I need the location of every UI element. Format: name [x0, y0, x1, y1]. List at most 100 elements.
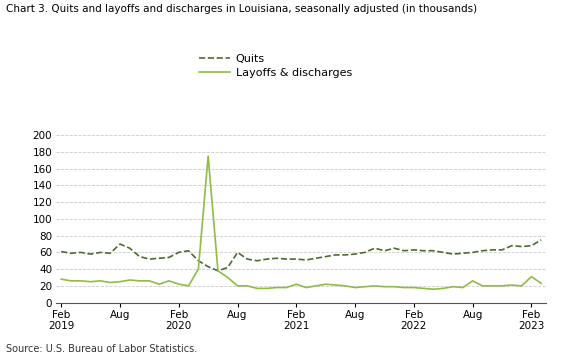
Layoffs & discharges	[470, 279, 476, 283]
Quits	[499, 248, 506, 252]
Quits	[293, 257, 300, 261]
Layoffs & discharges	[410, 286, 417, 290]
Layoffs & discharges	[293, 282, 300, 286]
Text: Chart 3. Quits and layoffs and discharges in Louisiana, seasonally adjusted (in : Chart 3. Quits and layoffs and discharge…	[6, 4, 477, 14]
Quits	[538, 238, 544, 242]
Quits	[528, 244, 535, 248]
Quits	[489, 248, 495, 252]
Layoffs & discharges	[117, 279, 123, 284]
Layoffs & discharges	[234, 284, 241, 288]
Quits	[68, 251, 74, 255]
Layoffs & discharges	[381, 284, 388, 289]
Layoffs & discharges	[499, 284, 506, 288]
Layoffs & discharges	[97, 279, 104, 283]
Legend: Quits, Layoffs & discharges: Quits, Layoffs & discharges	[199, 54, 352, 78]
Quits	[372, 246, 378, 250]
Layoffs & discharges	[312, 284, 319, 288]
Layoffs & discharges	[538, 281, 544, 286]
Layoffs & discharges	[508, 283, 515, 287]
Quits	[479, 248, 486, 253]
Layoffs & discharges	[68, 279, 74, 283]
Quits	[410, 248, 417, 252]
Quits	[508, 244, 515, 248]
Layoffs & discharges	[430, 287, 437, 291]
Layoffs & discharges	[146, 279, 153, 283]
Quits	[440, 250, 446, 255]
Quits	[136, 255, 143, 259]
Quits	[195, 258, 202, 263]
Quits	[107, 251, 114, 255]
Quits	[117, 242, 123, 246]
Layoffs & discharges	[107, 281, 114, 285]
Layoffs & discharges	[323, 282, 329, 286]
Text: Source: U.S. Bureau of Labor Statistics.: Source: U.S. Bureau of Labor Statistics.	[6, 344, 197, 354]
Layoffs & discharges	[224, 276, 231, 280]
Layoffs & discharges	[450, 284, 457, 289]
Layoffs & discharges	[420, 286, 427, 290]
Layoffs & discharges	[176, 282, 182, 286]
Layoffs & discharges	[58, 277, 65, 281]
Layoffs & discharges	[166, 279, 172, 283]
Quits	[470, 250, 476, 255]
Layoffs & discharges	[126, 278, 133, 282]
Quits	[166, 255, 172, 260]
Layoffs & discharges	[156, 282, 163, 286]
Layoffs & discharges	[519, 284, 525, 288]
Layoffs & discharges	[479, 284, 486, 288]
Layoffs & discharges	[263, 286, 270, 290]
Layoffs & discharges	[244, 284, 251, 288]
Quits	[78, 250, 84, 255]
Layoffs & discharges	[87, 279, 94, 284]
Layoffs & discharges	[136, 279, 143, 283]
Layoffs & discharges	[303, 286, 310, 290]
Quits	[420, 248, 427, 253]
Layoffs & discharges	[361, 284, 368, 289]
Line: Layoffs & discharges: Layoffs & discharges	[61, 156, 541, 289]
Layoffs & discharges	[254, 286, 261, 290]
Quits	[254, 258, 261, 263]
Quits	[283, 257, 290, 261]
Quits	[234, 250, 241, 255]
Quits	[185, 248, 192, 253]
Layoffs & discharges	[185, 284, 192, 288]
Quits	[459, 251, 466, 255]
Quits	[215, 269, 221, 273]
Quits	[58, 250, 65, 254]
Quits	[430, 248, 437, 253]
Layoffs & discharges	[78, 279, 84, 283]
Layoffs & discharges	[205, 154, 212, 158]
Quits	[146, 257, 153, 261]
Quits	[519, 245, 525, 249]
Quits	[450, 252, 457, 256]
Quits	[244, 257, 251, 261]
Line: Quits: Quits	[61, 240, 541, 271]
Quits	[126, 246, 133, 250]
Quits	[342, 253, 348, 257]
Layoffs & discharges	[528, 274, 535, 279]
Layoffs & discharges	[440, 286, 446, 290]
Quits	[352, 252, 359, 256]
Layoffs & discharges	[352, 286, 359, 290]
Quits	[263, 257, 270, 261]
Layoffs & discharges	[489, 284, 495, 288]
Quits	[303, 258, 310, 262]
Layoffs & discharges	[459, 286, 466, 290]
Quits	[274, 256, 280, 260]
Quits	[323, 255, 329, 259]
Layoffs & discharges	[195, 267, 202, 271]
Quits	[332, 253, 339, 257]
Quits	[361, 250, 368, 255]
Quits	[401, 248, 408, 253]
Quits	[156, 256, 163, 260]
Quits	[205, 265, 212, 269]
Layoffs & discharges	[391, 284, 397, 289]
Quits	[97, 250, 104, 255]
Layoffs & discharges	[215, 269, 221, 273]
Layoffs & discharges	[342, 284, 348, 288]
Layoffs & discharges	[274, 286, 280, 290]
Quits	[224, 265, 231, 269]
Quits	[312, 256, 319, 260]
Layoffs & discharges	[283, 286, 290, 290]
Layoffs & discharges	[372, 284, 378, 288]
Layoffs & discharges	[401, 286, 408, 290]
